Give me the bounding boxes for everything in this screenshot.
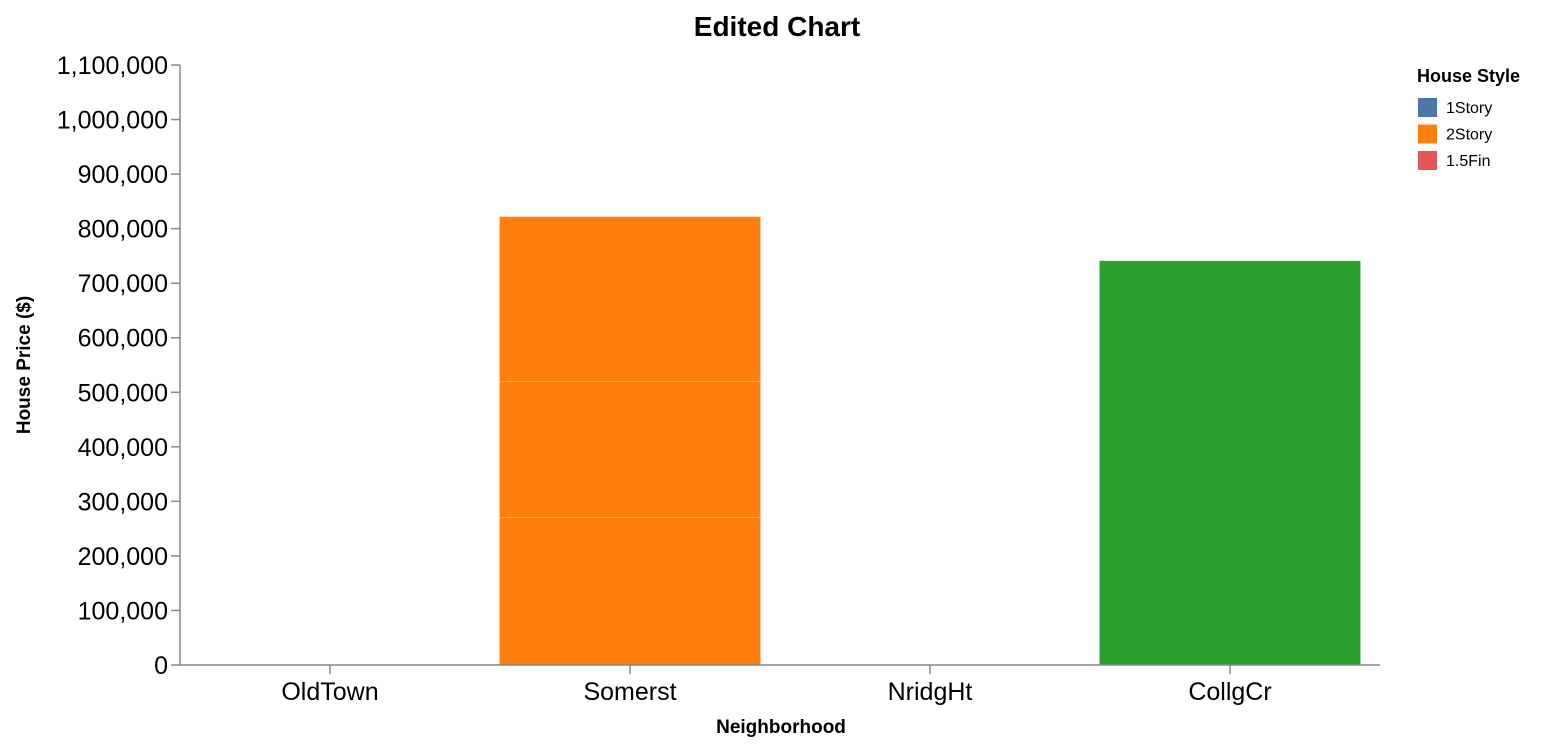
y-tick-label: 500,000 <box>78 379 168 407</box>
y-tick-label: 400,000 <box>78 434 168 462</box>
legend: House Style 1Story 2Story 1.5Fin <box>1417 66 1520 170</box>
bar-somerst-segment-1 <box>499 381 761 519</box>
legend-label-2story: 2Story <box>1446 127 1492 144</box>
bar-somerst-segment-2 <box>499 216 761 382</box>
y-tick-label: 1,000,000 <box>57 107 168 135</box>
y-axis: 0 100,000 200,000 300,000 400,000 500,000 600,… <box>57 52 181 680</box>
y-tick-label: 700,000 <box>78 270 168 298</box>
y-tick-label: 1,100,000 <box>57 52 168 80</box>
y-axis-title: House Price ($) <box>14 296 35 434</box>
y-tick-label: 600,000 <box>78 325 168 353</box>
legend-title: House Style <box>1417 66 1520 86</box>
legend-swatch-1.5fin <box>1418 151 1437 170</box>
legend-swatch-2story <box>1418 124 1437 144</box>
y-tick-label: 800,000 <box>78 216 168 244</box>
chart-title: Edited Chart <box>694 11 860 42</box>
y-tick-label: 0 <box>154 652 168 680</box>
x-axis: OldTown Somerst NridgHt CollgCr <box>180 664 1380 706</box>
legend-swatch-1story <box>1418 98 1437 117</box>
legend-label-1.5fin: 1.5Fin <box>1446 153 1490 170</box>
y-tick-label: 300,000 <box>78 488 168 516</box>
legend-label-1story: 1Story <box>1446 100 1492 117</box>
bars-group <box>499 216 1361 666</box>
x-axis-title: Neighborhood <box>716 717 846 738</box>
x-tick-label-somerst: Somerst <box>583 678 676 706</box>
y-tick-label: 900,000 <box>78 161 168 189</box>
y-tick-label: 200,000 <box>78 543 168 571</box>
x-tick-label-collgcr: CollgCr <box>1188 678 1271 706</box>
x-tick-label-nridght: NridgHt <box>888 678 973 706</box>
bar-somerst-segment-0 <box>499 517 761 666</box>
y-tick-label: 100,000 <box>78 597 168 625</box>
x-tick-label-oldtown: OldTown <box>281 678 378 706</box>
bar-collgcr-segment-3 <box>1099 260 1361 666</box>
